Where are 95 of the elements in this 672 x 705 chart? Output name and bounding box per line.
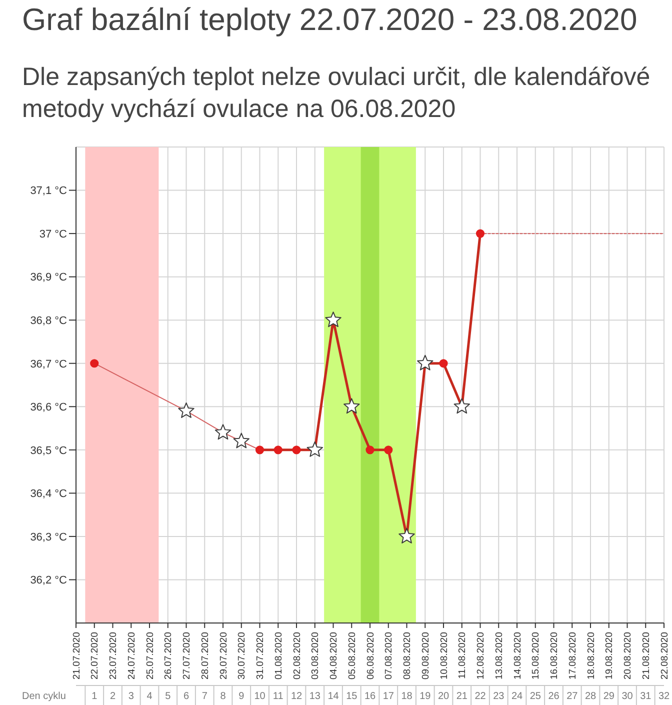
y-tick-label: 37,1 °C bbox=[30, 185, 68, 198]
y-tick-label: 36,8 °C bbox=[30, 314, 68, 327]
x2-tick-label: 26 bbox=[548, 691, 560, 702]
x2-tick-label: 4 bbox=[146, 691, 153, 702]
x2-tick-label: 32 bbox=[658, 691, 670, 702]
x2-tick-label: 15 bbox=[346, 691, 358, 702]
x-tick-label: 10.08.2020 bbox=[438, 632, 450, 680]
x-tick-label: 03.08.2020 bbox=[310, 632, 322, 680]
x2-tick-label: 17 bbox=[382, 691, 394, 702]
y-tick-label: 36,2 °C bbox=[30, 574, 68, 587]
x2-tick-label: 8 bbox=[220, 691, 226, 702]
point bbox=[417, 354, 434, 370]
x-tick-label: 21.08.2020 bbox=[640, 632, 652, 680]
x-tick-label: 26.07.2020 bbox=[163, 632, 174, 680]
x2-tick-label: 10 bbox=[254, 691, 266, 702]
x2-tick-label: 6 bbox=[183, 691, 190, 702]
x-tick-label: 30.07.2020 bbox=[236, 632, 248, 680]
x2-tick-label: 27 bbox=[566, 691, 578, 702]
point bbox=[274, 446, 282, 454]
x-tick-label: 29.07.2020 bbox=[218, 632, 230, 680]
x2-tick-label: 1 bbox=[92, 691, 98, 702]
point bbox=[233, 432, 250, 448]
x2-tick-label: 18 bbox=[401, 691, 413, 702]
x2-tick-label: 3 bbox=[128, 691, 134, 702]
x-tick-label: 06.08.2020 bbox=[365, 632, 376, 680]
x2-tick-label: 13 bbox=[309, 691, 321, 702]
x2-tick-label: 21 bbox=[456, 691, 468, 702]
point bbox=[476, 229, 485, 238]
y-tick-label: 36,7 °C bbox=[30, 358, 68, 370]
point bbox=[255, 446, 264, 454]
x-tick-label: 05.08.2020 bbox=[346, 632, 358, 680]
x-tick-label: 27.07.2020 bbox=[182, 632, 193, 680]
x2-tick-label: 24 bbox=[511, 691, 523, 702]
x2-tick-label: 29 bbox=[603, 691, 615, 702]
y-tick-label: 36,3 °C bbox=[30, 531, 68, 544]
x2-tick-label: 20 bbox=[438, 691, 450, 702]
point bbox=[214, 424, 232, 440]
chart-title: Graf bazální teploty 22.07.2020 - 23.08.2020 bbox=[22, 2, 638, 38]
x2-tick-label: 9 bbox=[238, 691, 245, 702]
x-tick-label: 21.07.2020 bbox=[71, 632, 82, 680]
y-tick-label: 36,9 °C bbox=[30, 272, 68, 284]
x2-tick-label: 23 bbox=[493, 691, 505, 702]
point bbox=[384, 446, 393, 454]
x2-tick-label: 5 bbox=[165, 691, 172, 702]
x-tick-label: 16.08.2020 bbox=[549, 632, 560, 680]
x-tick-label: 02.08.2020 bbox=[292, 632, 303, 680]
x2-tick-label: 31 bbox=[640, 691, 652, 702]
x2-tick-label: 16 bbox=[364, 691, 376, 702]
point bbox=[90, 359, 99, 368]
x-tick-label: 15.08.2020 bbox=[530, 632, 542, 680]
x-tick-label: 18.08.2020 bbox=[586, 632, 597, 680]
x-tick-label: 20.08.2020 bbox=[622, 632, 634, 680]
point bbox=[398, 528, 415, 544]
x-tick-label: 09.08.2020 bbox=[420, 632, 432, 680]
y-tick-label: 36,4 °C bbox=[30, 488, 68, 500]
x-tick-label: 28.07.2020 bbox=[200, 632, 211, 680]
point bbox=[178, 402, 194, 418]
x-tick-label: 11.08.2020 bbox=[457, 632, 468, 679]
point bbox=[366, 446, 374, 454]
x2-tick-label: 12 bbox=[290, 691, 302, 702]
point bbox=[454, 398, 470, 414]
x2-tick-label: 28 bbox=[584, 691, 596, 702]
x-tick-label: 19.08.2020 bbox=[604, 632, 616, 680]
x-tick-label: 07.08.2020 bbox=[384, 632, 395, 680]
x2-tick-label: 2 bbox=[110, 691, 116, 702]
y-tick-label: 37 °C bbox=[39, 228, 68, 240]
x2-axis-title: Den cyklu bbox=[22, 691, 66, 702]
x-tick-label: 17.08.2020 bbox=[567, 632, 578, 680]
x-tick-label: 31.07.2020 bbox=[255, 632, 266, 680]
x-tick-label: 04.08.2020 bbox=[328, 632, 340, 680]
x-tick-label: 25.07.2020 bbox=[144, 632, 156, 680]
x2-tick-label: 19 bbox=[420, 691, 432, 702]
y-tick-label: 36,6 °C bbox=[30, 402, 68, 414]
x2-tick-label: 14 bbox=[328, 691, 340, 702]
x-tick-label: 13.08.2020 bbox=[494, 632, 505, 680]
point bbox=[306, 441, 323, 457]
point bbox=[344, 398, 360, 414]
x2-tick-label: 11 bbox=[272, 691, 284, 702]
x-tick-label: 12.08.2020 bbox=[476, 632, 487, 680]
x-tick-label: 01.08.2020 bbox=[273, 632, 284, 680]
x-tick-label: 22.07.2020 bbox=[90, 632, 101, 680]
point bbox=[439, 359, 448, 368]
y-tick-label: 36,5 °C bbox=[30, 444, 68, 457]
x-tick-label: 14.08.2020 bbox=[512, 632, 524, 680]
x2-tick-label: 22 bbox=[474, 691, 486, 702]
x2-tick-label: 25 bbox=[530, 691, 542, 702]
point bbox=[292, 446, 301, 454]
x-tick-label: 24.07.2020 bbox=[126, 632, 138, 680]
x-tick-label: 22.08.2020 bbox=[659, 632, 670, 680]
x2-tick-label: 7 bbox=[202, 691, 208, 702]
x-tick-label: 08.08.2020 bbox=[402, 632, 414, 680]
point bbox=[325, 312, 342, 328]
x2-tick-label: 30 bbox=[622, 691, 634, 702]
chart-subtitle: Dle zapsaných teplot nelze ovulaci určit, dle kalendářové metody vychází ovulace na 06.08.2020 bbox=[22, 62, 652, 125]
x-tick-label: 23.07.2020 bbox=[108, 632, 120, 680]
